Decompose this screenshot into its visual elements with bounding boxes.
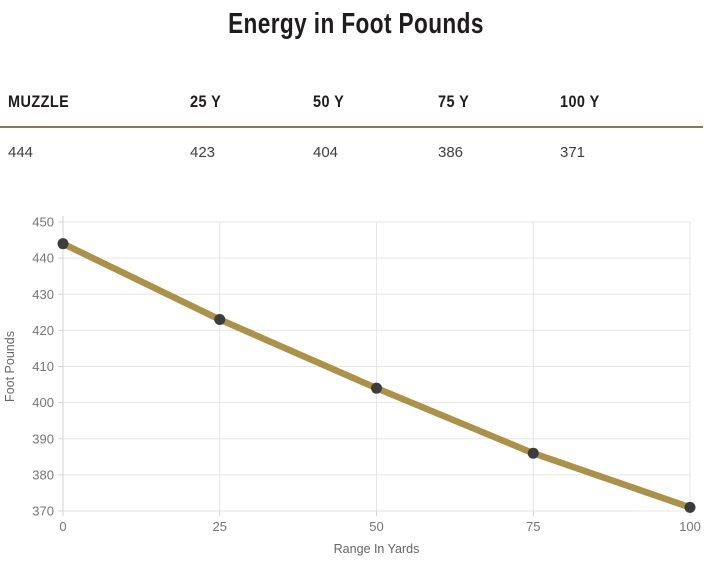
svg-text:420: 420 [32, 323, 54, 338]
chart-point-50yd[interactable] [371, 382, 382, 394]
value-75y: 386 [438, 144, 464, 161]
chart-point-0yd[interactable] [57, 238, 69, 250]
energy-line-chart: 370 380 390 400 410 420 430 440 450 0 25 50 75 100 Foo… [0, 200, 712, 571]
y-axis-label: Foot Pounds [3, 331, 17, 402]
value-50y: 404 [313, 144, 339, 161]
column-header-75y: 75 Y [438, 92, 470, 111]
chart-points [57, 238, 696, 513]
svg-text:100: 100 [679, 519, 701, 534]
page-title-row: Energy in Foot Pounds [0, 8, 712, 41]
column-header-50y: 50 Y [313, 92, 345, 111]
svg-text:75: 75 [526, 519, 540, 534]
chart-svg: 370 380 390 400 410 420 430 440 450 0 25 50 75 100 Foo… [3, 215, 701, 557]
svg-text:50: 50 [369, 519, 383, 534]
svg-text:0: 0 [59, 519, 66, 534]
chart-point-100yd[interactable] [684, 501, 696, 513]
chart-tick-labels: 370 380 390 400 410 420 430 440 450 0 25 50 75 100 [32, 215, 701, 535]
chart-gridlines [62, 221, 691, 512]
svg-text:25: 25 [213, 519, 227, 534]
page-title: Energy in Foot Pounds [228, 8, 484, 40]
table-value-row: 444 423 404 386 371 [0, 128, 703, 161]
svg-text:450: 450 [32, 215, 54, 230]
column-header-25y: 25 Y [190, 92, 222, 111]
chart-axes [58, 216, 691, 516]
table-header-row: MUZZLE 25 Y 50 Y 75 Y 100 Y [0, 88, 703, 128]
svg-text:430: 430 [32, 287, 54, 302]
value-muzzle: 444 [8, 144, 34, 161]
chart-point-25yd[interactable] [214, 314, 226, 326]
column-header-muzzle: MUZZLE [8, 92, 70, 111]
chart-point-75yd[interactable] [527, 447, 539, 459]
svg-text:390: 390 [32, 431, 54, 446]
value-25y: 423 [190, 144, 216, 161]
svg-text:380: 380 [32, 467, 54, 482]
value-100y: 371 [560, 144, 586, 161]
svg-text:410: 410 [32, 359, 54, 374]
x-axis-label: Range In Yards [334, 542, 420, 556]
energy-table: MUZZLE 25 Y 50 Y 75 Y 100 Y 444 423 404 … [0, 88, 703, 161]
column-header-100y: 100 Y [560, 92, 600, 111]
svg-text:440: 440 [32, 251, 54, 266]
svg-text:400: 400 [32, 395, 54, 410]
svg-text:370: 370 [32, 504, 54, 519]
